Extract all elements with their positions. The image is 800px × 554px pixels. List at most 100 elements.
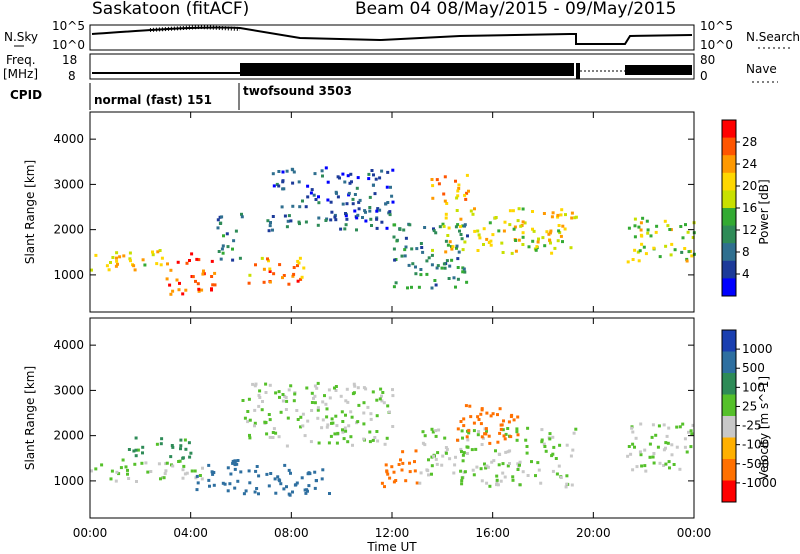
velocity-cell	[662, 423, 666, 427]
velocity-cell	[353, 384, 357, 388]
velocity-cell	[253, 424, 256, 428]
velocity-cell	[335, 424, 339, 428]
power-cell	[343, 227, 347, 231]
power-cell	[271, 228, 274, 232]
power-cell	[446, 234, 450, 237]
velocity-cell	[164, 469, 168, 473]
velocity-cell	[344, 429, 348, 433]
velocity-cell	[299, 425, 302, 429]
power-cell	[336, 195, 340, 199]
power-cell	[298, 222, 301, 226]
power-cell	[633, 235, 637, 239]
velocity-cell	[258, 389, 262, 393]
velocity-cell	[171, 464, 175, 468]
power-cell	[414, 272, 418, 276]
power-cell	[388, 213, 392, 217]
velocity-cell	[134, 436, 138, 440]
power-cell	[403, 254, 407, 258]
power-cell	[395, 238, 399, 242]
velocity-cell	[277, 435, 281, 439]
velocity-cell	[525, 451, 529, 455]
power-cell	[563, 227, 567, 231]
velocity-cell	[430, 472, 433, 476]
power-cell	[448, 264, 452, 268]
power-cell	[190, 252, 194, 256]
power-cell	[306, 184, 310, 188]
power-cell	[670, 242, 674, 246]
velocity-cell	[287, 468, 291, 472]
power-cell	[673, 248, 677, 252]
velocity-cell	[265, 432, 269, 436]
freq-left-tick-bottom: 8	[68, 69, 76, 83]
velocity-y-axis: 1000 2000 3000 4000	[53, 338, 694, 488]
power-cell	[195, 257, 199, 261]
power-cell	[448, 240, 452, 244]
velocity-cell	[469, 415, 473, 419]
power-cell	[455, 244, 459, 248]
velocity-cell	[501, 428, 505, 432]
velocity-cell	[236, 459, 240, 462]
velocity-cell	[323, 394, 326, 398]
power-cell	[655, 224, 659, 228]
velocity-cell	[274, 491, 278, 495]
velocity-cell	[329, 434, 333, 438]
power-cell	[666, 224, 670, 228]
power-cell	[476, 249, 480, 252]
velocity-cell	[287, 388, 291, 392]
velocity-cell	[346, 440, 350, 444]
velocity-cell	[115, 470, 119, 474]
velocity-cell	[119, 466, 123, 470]
power-cell	[521, 231, 525, 235]
power-cell	[462, 267, 466, 271]
power-cell	[378, 208, 382, 212]
power-cell	[115, 256, 118, 260]
velocity-cell	[652, 452, 656, 455]
velocity-cell	[468, 404, 472, 408]
freq-left-tick-top: 18	[62, 53, 77, 67]
power-cell	[301, 199, 304, 203]
velocity-cell	[508, 449, 512, 453]
velocity-cell	[497, 463, 501, 467]
velocity-cell	[333, 432, 337, 436]
velocity-cell	[357, 403, 361, 407]
velocity-cell	[382, 401, 386, 405]
power-cell	[176, 260, 180, 264]
velocity-cell	[421, 430, 425, 434]
power-cell	[296, 279, 300, 283]
power-cell	[690, 254, 694, 258]
velocity-cell	[503, 437, 507, 441]
velocity-cell	[317, 441, 321, 445]
power-cell	[420, 246, 424, 249]
velocity-cell	[651, 423, 655, 427]
power-cell	[407, 263, 411, 267]
colorbar-tick-label: 500	[742, 361, 765, 375]
velocity-cell	[127, 448, 131, 451]
power-cell	[281, 187, 285, 191]
velocity-cell	[320, 426, 324, 430]
velocity-cell	[320, 477, 324, 481]
power-cell	[389, 185, 392, 189]
power-cell	[316, 223, 320, 227]
velocity-cell	[190, 469, 194, 473]
colorbar-frame	[721, 329, 737, 503]
colorbar-swatch	[722, 351, 736, 374]
velocity-cell	[316, 416, 320, 420]
velocity-cell	[664, 441, 668, 445]
colorbar-tick-label: -100	[742, 438, 769, 452]
velocity-cell	[349, 435, 353, 439]
power-cell	[463, 223, 467, 227]
power-cell	[545, 230, 549, 234]
power-cell	[287, 214, 291, 218]
power-cell	[443, 199, 447, 203]
power-cell	[440, 266, 444, 270]
power-cell	[556, 215, 560, 219]
power-cell	[304, 205, 308, 209]
power-cell	[376, 207, 380, 211]
velocity-cell	[341, 430, 345, 434]
power-cell	[570, 216, 574, 220]
velocity-cell	[244, 489, 248, 493]
velocity-cell	[233, 460, 237, 464]
x-tick-label: 00:00	[677, 526, 712, 540]
velocity-cell	[253, 421, 257, 425]
velocity-cell	[375, 414, 379, 418]
